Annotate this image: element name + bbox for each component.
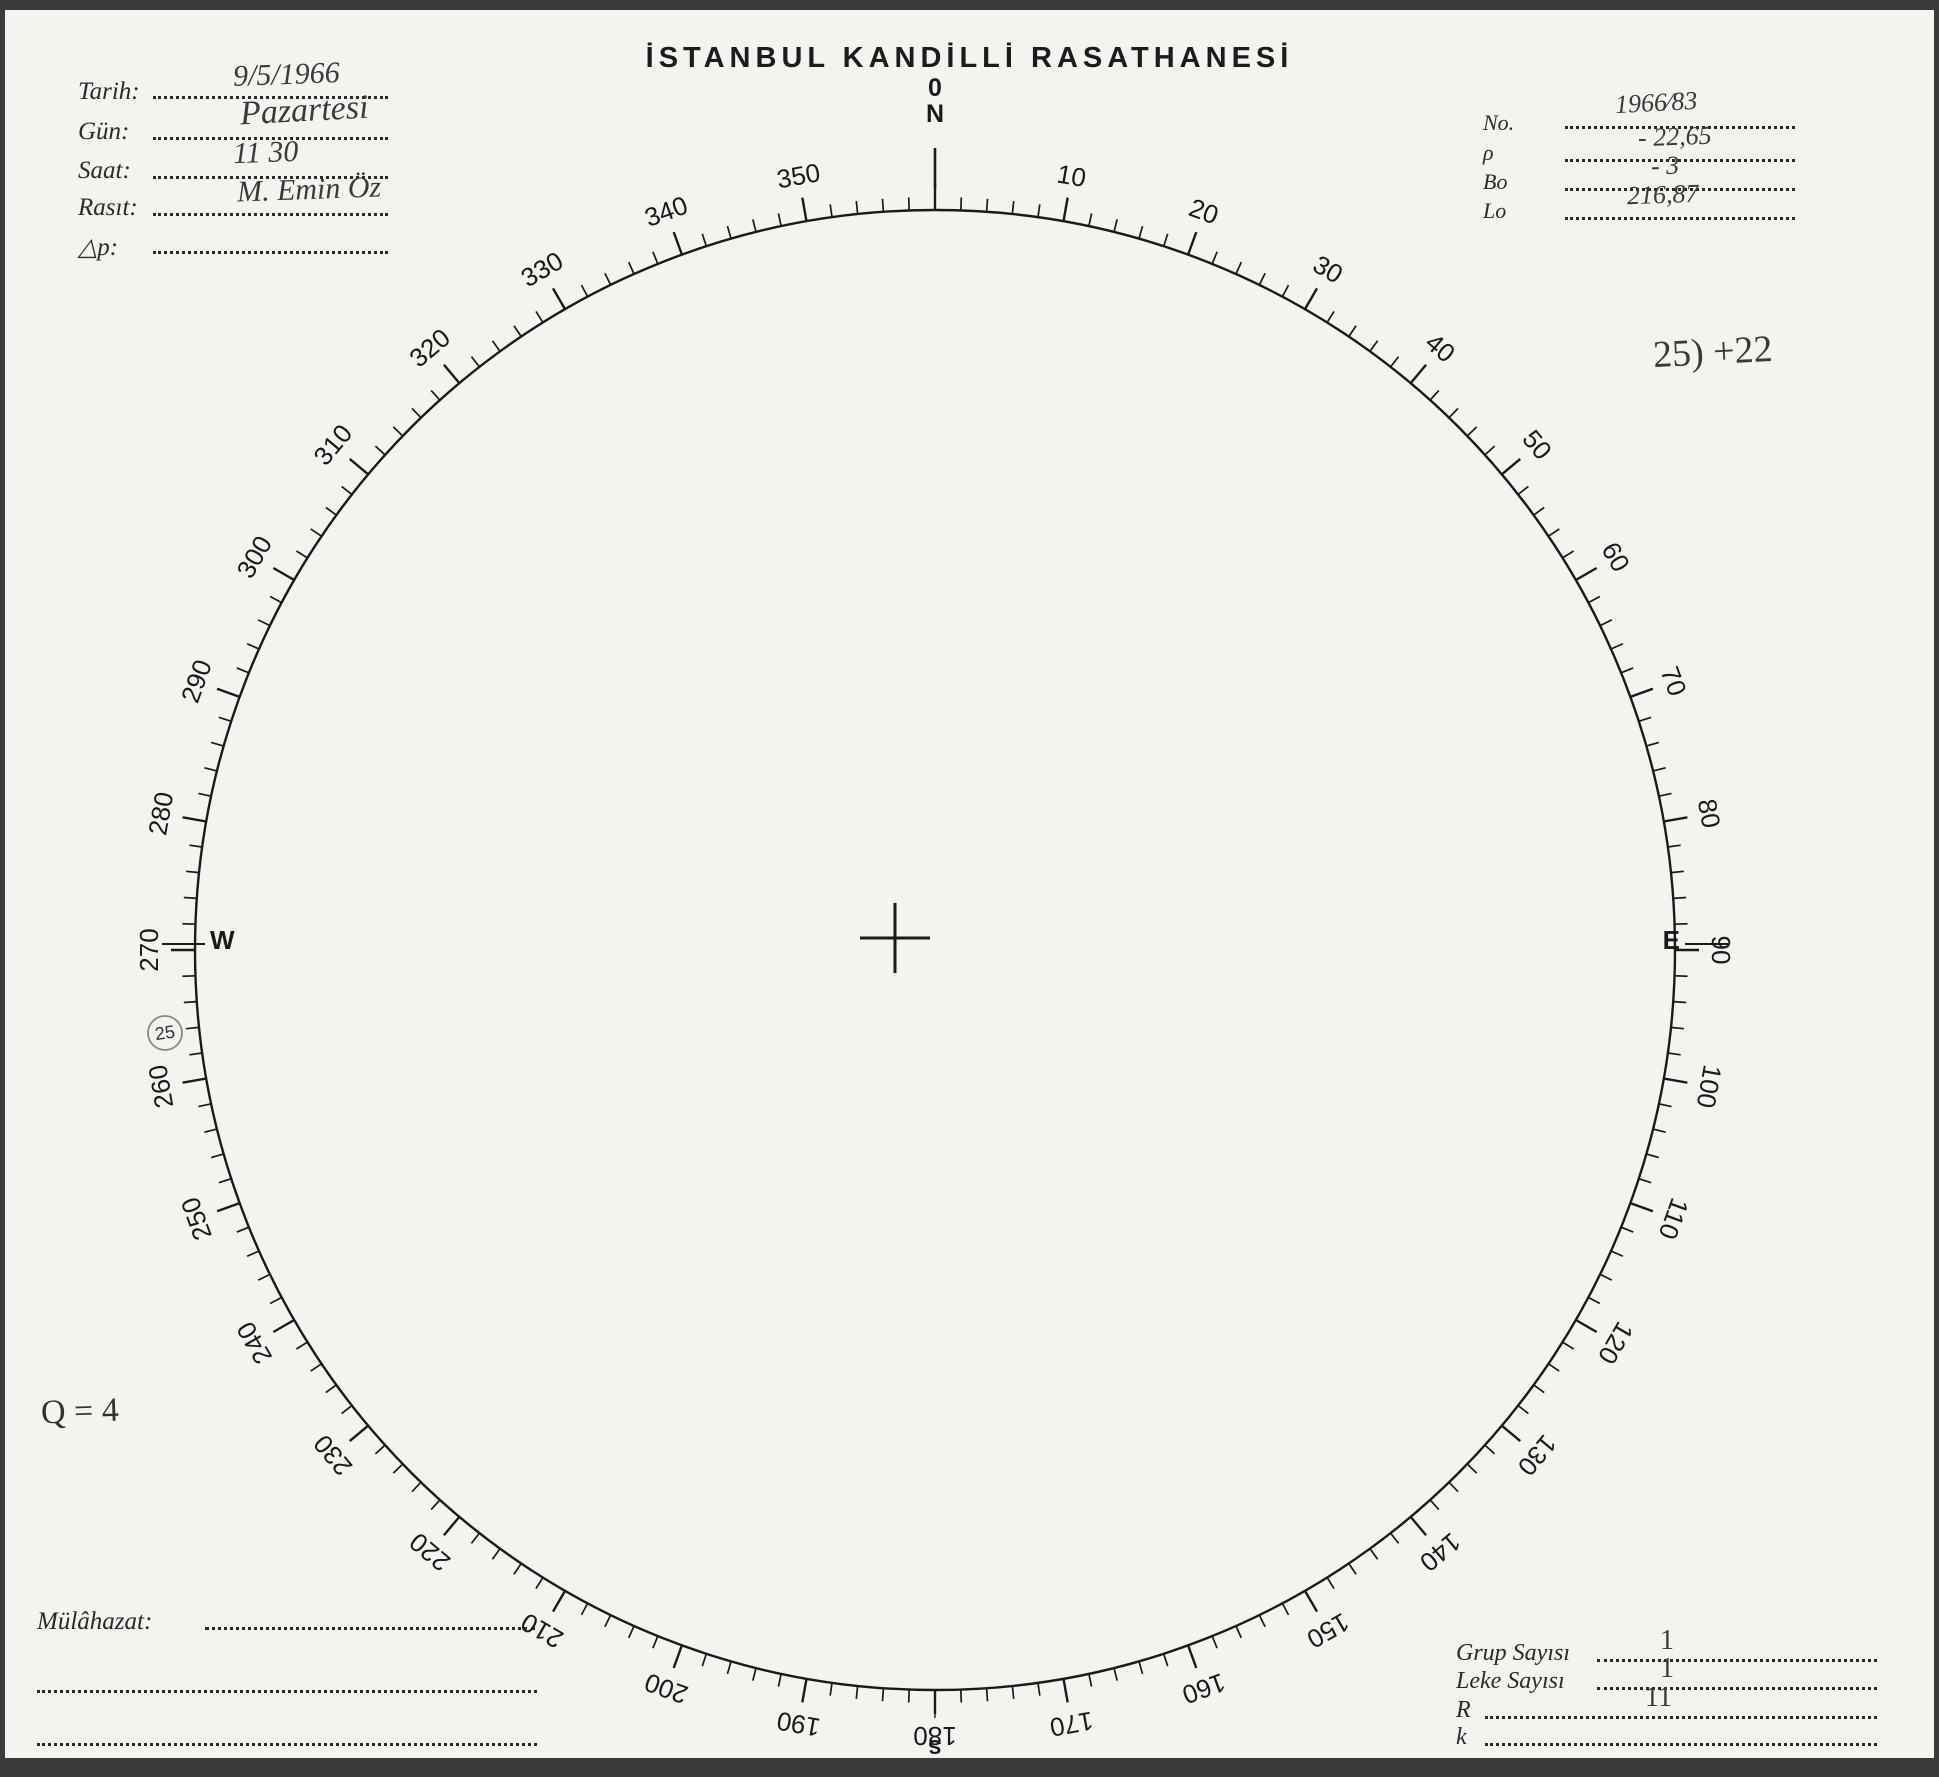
svg-text:E: E [1663, 925, 1680, 955]
svg-text:0: 0 [928, 74, 942, 102]
svg-text:S: S [928, 1735, 941, 1757]
svg-text:25: 25 [154, 1021, 177, 1044]
svg-text:W: W [210, 925, 235, 955]
svg-text:N: N [926, 100, 944, 128]
